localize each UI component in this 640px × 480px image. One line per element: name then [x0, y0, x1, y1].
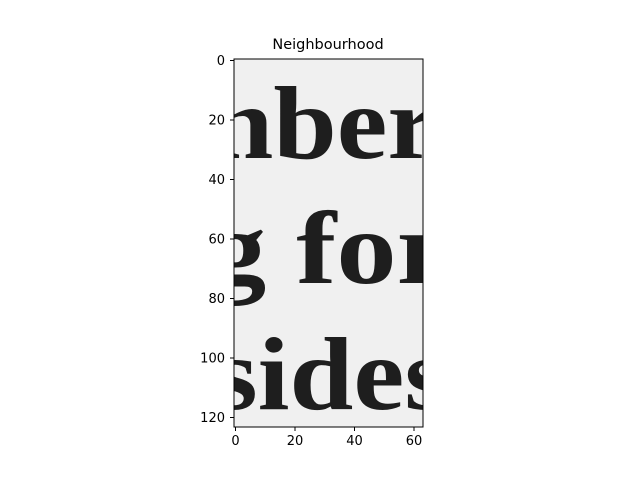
- y-tick-label: 60: [208, 233, 225, 248]
- plot-title: Neighbourhood: [272, 37, 383, 53]
- x-tick-label: 20: [287, 434, 304, 449]
- axes-frame: [233, 58, 424, 428]
- y-tick-label: 0: [217, 54, 225, 69]
- x-tick-label: 60: [406, 434, 423, 449]
- image-text-line-3: sides: [213, 317, 449, 432]
- y-tick-label: 40: [208, 173, 225, 188]
- x-axis: 0 20 40 60: [231, 427, 422, 449]
- y-tick-label: 80: [208, 292, 225, 307]
- y-tick-label: 20: [208, 114, 225, 129]
- y-axis: 0 20 40 60 80 100 120: [200, 54, 234, 426]
- image-panel: nber g for sides: [206, 59, 450, 432]
- image-text-line-2: g for: [206, 191, 450, 306]
- image-text-line-1: nber: [210, 66, 438, 181]
- x-tick-label: 40: [346, 434, 363, 449]
- y-tick-label: 120: [200, 411, 225, 426]
- y-tick-label: 100: [200, 352, 225, 367]
- image-background: [234, 59, 423, 427]
- x-tick-label: 0: [231, 434, 239, 449]
